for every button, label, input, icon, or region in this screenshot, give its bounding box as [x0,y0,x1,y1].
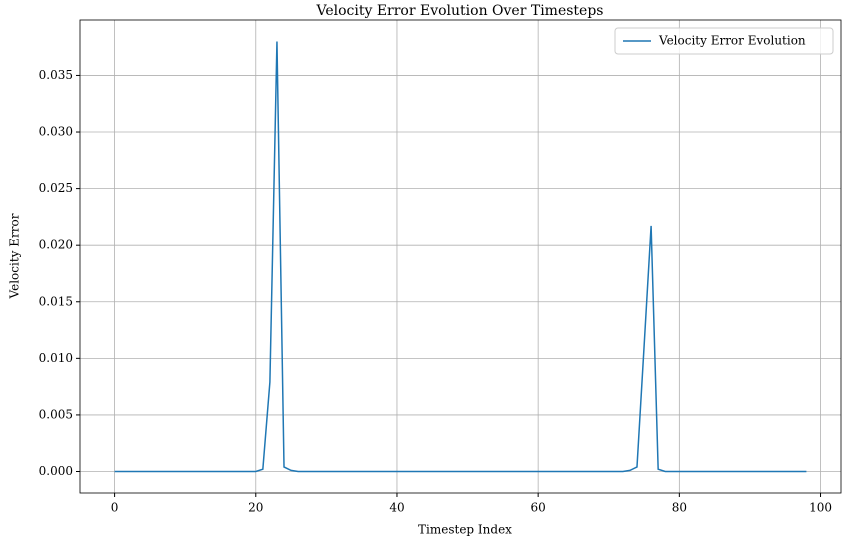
y-tick-label: 0.035 [39,68,73,82]
y-tick-label: 0.010 [39,351,73,365]
x-tick-label: 60 [531,501,546,515]
x-tick-label: 40 [389,501,404,515]
chart-title: Velocity Error Evolution Over Timesteps [316,3,604,19]
y-tick-label: 0.005 [39,407,73,421]
legend-label: Velocity Error Evolution [658,34,806,48]
y-tick-label: 0.015 [39,294,73,308]
x-tick-label: 0 [111,501,119,515]
x-tick-label: 20 [248,501,263,515]
y-tick-label: 0.030 [39,125,73,139]
y-tick-label: 0.020 [39,238,73,252]
y-tick-label: 0.000 [39,464,73,478]
legend-box [614,27,834,55]
data-line [114,41,807,473]
x-tick-label: 100 [809,501,832,515]
plot-frame [79,19,842,494]
y-axis-label: Velocity Error [8,213,22,299]
x-tick-label: 80 [672,501,687,515]
y-tick-label: 0.025 [39,181,73,195]
x-axis-label: Timestep Index [418,523,512,537]
